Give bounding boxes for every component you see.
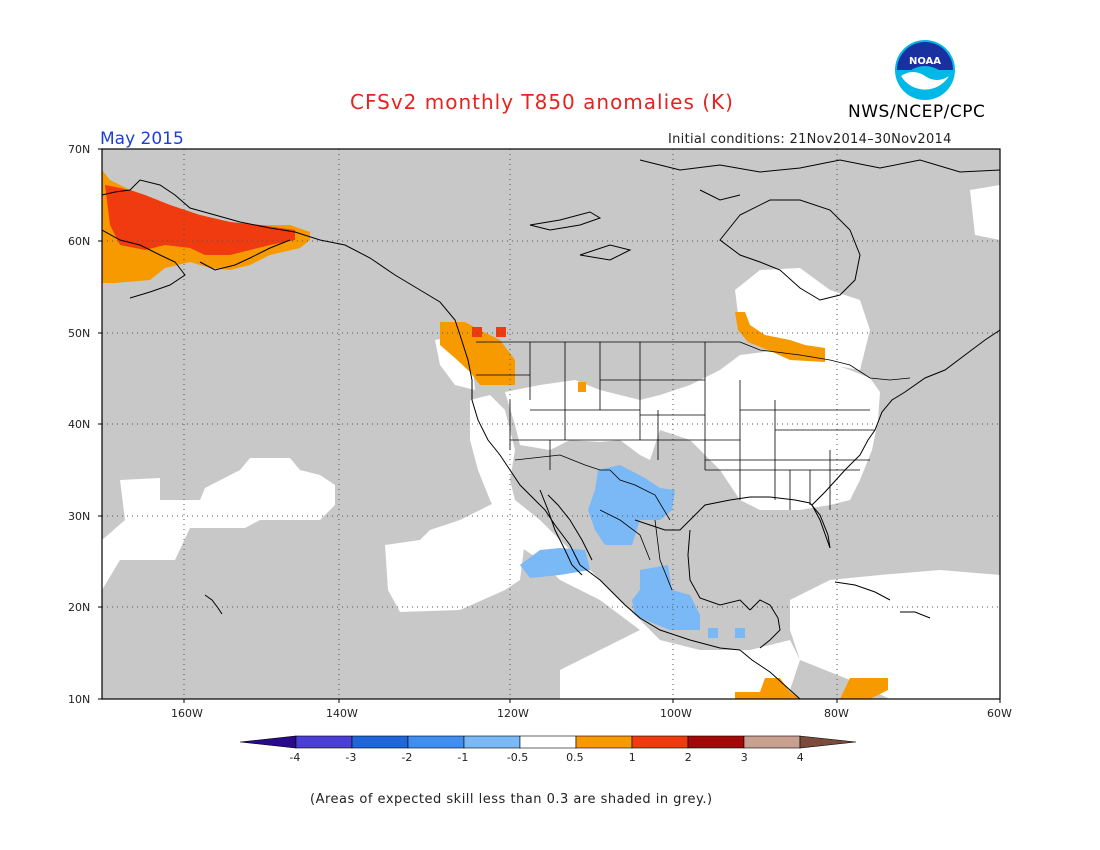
colorbar	[239, 735, 857, 749]
colorbar-label: -1	[457, 751, 469, 764]
colorbar-swatch	[631, 735, 689, 749]
lon-label: 80W	[824, 707, 849, 720]
colorbar-swatch	[519, 735, 577, 749]
colorbar-label: 0.5	[566, 751, 584, 764]
lon-label: 140W	[326, 707, 358, 720]
near-normal-regions	[102, 185, 1000, 699]
lat-label: 50N	[68, 327, 91, 340]
chart-title: CFSv2 monthly T850 anomalies (K)	[350, 90, 734, 114]
colorbar-label: 3	[740, 751, 748, 764]
cold-anomaly-regions	[520, 465, 745, 638]
colorbar-swatch	[743, 735, 801, 749]
axis-ticks	[98, 148, 1001, 703]
colorbar-arrow-right	[799, 735, 857, 749]
colorbar-swatch	[295, 735, 353, 749]
lat-label: 70N	[68, 143, 91, 156]
lat-label: 10N	[68, 693, 91, 706]
colorbar-swatch	[463, 735, 521, 749]
colorbar-label: -0.5	[506, 751, 529, 764]
colorbar-label: 2	[684, 751, 692, 764]
colorbar-arrow-left	[239, 735, 297, 749]
colorbar-label: 1	[628, 751, 636, 764]
noaa-logo: NOAA	[895, 40, 955, 100]
initial-conditions: Initial conditions: 21Nov2014–30Nov2014	[668, 132, 952, 147]
warm-anomaly-regions	[102, 170, 888, 699]
lon-label: 120W	[497, 707, 529, 720]
colorbar-label: -4	[289, 751, 301, 764]
lon-label: 60W	[987, 707, 1012, 720]
state-borders	[476, 341, 911, 591]
lat-label: 40N	[68, 418, 91, 431]
lon-label: 160W	[171, 707, 203, 720]
skill-footnote: (Areas of expected skill less than 0.3 a…	[310, 792, 713, 807]
lat-label: 20N	[68, 601, 91, 614]
lon-label: 100W	[660, 707, 692, 720]
colorbar-swatch	[687, 735, 745, 749]
colorbar-label: 4	[796, 751, 804, 764]
lat-label: 30N	[68, 510, 91, 523]
coastlines	[102, 159, 1000, 699]
noaa-logo-text: NOAA	[909, 56, 941, 67]
colorbar-label: -3	[345, 751, 357, 764]
anomaly-map	[98, 148, 1001, 703]
colorbar-swatch	[407, 735, 465, 749]
colorbar-swatch	[351, 735, 409, 749]
agency-label: NWS/NCEP/CPC	[848, 102, 986, 122]
colorbar-label: -2	[401, 751, 413, 764]
forecast-month: May 2015	[100, 129, 184, 149]
lat-label: 60N	[68, 235, 91, 248]
colorbar-swatch	[575, 735, 633, 749]
